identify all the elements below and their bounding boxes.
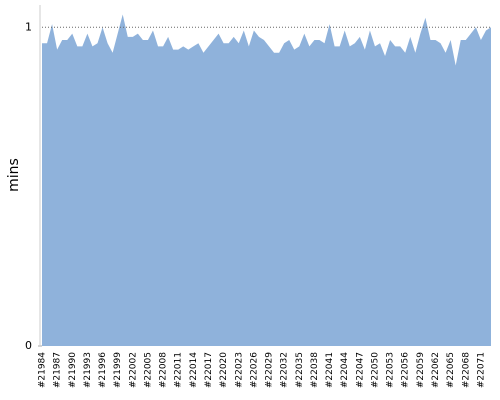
x-tick-label: #22038 [310, 352, 320, 388]
x-tick-label: #21990 [68, 352, 78, 388]
x-tick-label: #22023 [234, 352, 244, 388]
x-tick-label: #21996 [98, 352, 108, 388]
x-tick-label: #22056 [401, 352, 411, 388]
x-tick-label: #22011 [174, 352, 184, 388]
y-tick-label: 0 [25, 339, 32, 352]
x-tick-label: #21999 [113, 352, 123, 388]
x-tick-label: #22047 [355, 352, 365, 388]
x-tick-label: #21993 [83, 352, 93, 388]
x-tick-label: #22008 [159, 352, 169, 388]
x-tick-label: #22002 [128, 352, 138, 388]
x-tick-label: #22062 [431, 352, 441, 388]
x-tick-label: #22020 [219, 352, 229, 388]
x-tick-label: #22071 [476, 352, 486, 388]
y-tick-label: 1 [25, 20, 32, 33]
x-tick-label: #21984 [38, 352, 48, 388]
x-tick-label: #22005 [143, 352, 153, 388]
x-tick-label: #22032 [280, 352, 290, 388]
x-tick-label: #22044 [340, 352, 350, 388]
x-tick-label: #22059 [416, 352, 426, 388]
y-axis-label: mins [6, 158, 22, 192]
area [42, 14, 491, 346]
x-tick-label: #22068 [461, 352, 471, 388]
x-tick-label: #22053 [386, 352, 396, 388]
x-tick-label: #22065 [446, 352, 456, 388]
x-tick-label: #22026 [249, 352, 259, 388]
x-tick-label: #22035 [295, 352, 305, 388]
x-tick-label: #22029 [265, 352, 275, 388]
x-tick-label: #22050 [370, 352, 380, 388]
x-tick-label: #22017 [204, 352, 214, 388]
x-tick-label: #21987 [53, 352, 63, 388]
x-tick-label: #22014 [189, 352, 199, 388]
x-tick-label: #22041 [325, 352, 335, 388]
